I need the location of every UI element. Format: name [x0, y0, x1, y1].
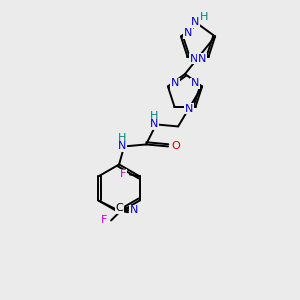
Text: N: N — [150, 119, 158, 129]
Text: N: N — [130, 206, 139, 215]
Text: N: N — [118, 141, 126, 152]
Text: H: H — [200, 12, 208, 22]
Text: N: N — [171, 78, 179, 88]
Text: O: O — [172, 141, 181, 152]
Text: N: N — [184, 103, 193, 114]
Text: H: H — [150, 111, 158, 122]
Text: C: C — [116, 203, 123, 213]
Text: N: N — [197, 54, 206, 64]
Text: N: N — [191, 17, 199, 27]
Text: H: H — [118, 134, 126, 143]
Text: N: N — [190, 54, 199, 64]
Text: F: F — [101, 215, 107, 225]
Text: N: N — [191, 78, 199, 88]
Text: F: F — [120, 169, 126, 179]
Text: N: N — [184, 28, 192, 38]
